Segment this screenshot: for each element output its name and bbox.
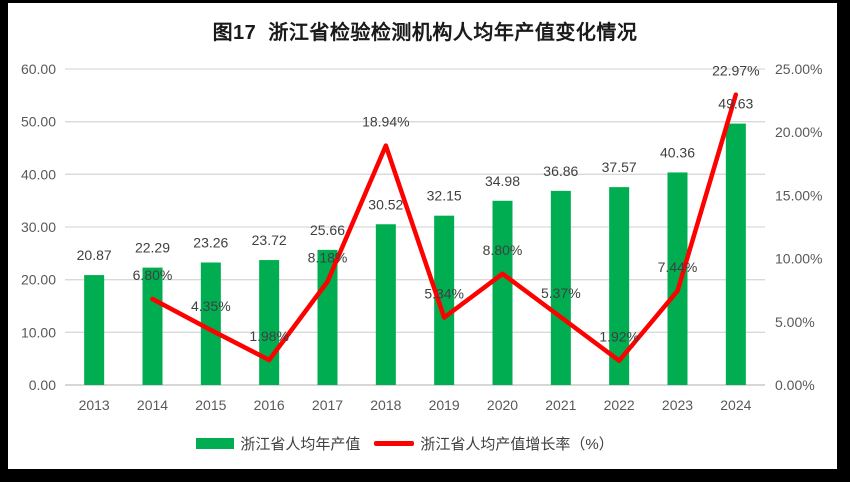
bar-2020 xyxy=(492,200,513,385)
right-axis-tick-label: 10.00% xyxy=(775,251,822,267)
bar-value-label: 22.29 xyxy=(135,240,170,256)
right-axis-tick-label: 15.00% xyxy=(775,187,822,203)
bar-value-label: 34.98 xyxy=(485,173,520,189)
x-axis-tick-label: 2016 xyxy=(254,397,285,413)
bar-value-label: 37.57 xyxy=(602,159,637,175)
right-axis-tick-label: 25.00% xyxy=(775,61,822,77)
right-axis-tick-label: 5.00% xyxy=(775,314,815,330)
bar-2014 xyxy=(142,267,163,385)
line-value-label: 5.34% xyxy=(424,286,464,302)
left-axis-tick-label: 10.00 xyxy=(21,324,56,340)
bar-2023 xyxy=(667,172,688,385)
bar-value-label: 36.86 xyxy=(543,163,578,179)
line-value-label: 6.80% xyxy=(133,267,173,283)
bar-2019 xyxy=(434,215,455,385)
bar-value-label: 49.63 xyxy=(718,96,753,112)
legend-line-swatch xyxy=(374,441,415,446)
left-axis-tick-label: 0.00 xyxy=(29,377,56,393)
line-value-label: 7.44% xyxy=(658,259,698,275)
x-axis-tick-label: 2023 xyxy=(662,397,693,413)
bar-value-label: 23.26 xyxy=(193,234,228,250)
legend-line-label: 浙江省人均产值增长率（%） xyxy=(420,436,614,453)
legend-bar-label: 浙江省人均年产值 xyxy=(240,436,361,453)
legend: 浙江省人均年产值 浙江省人均产值增长率（%） xyxy=(0,433,830,454)
growth-line xyxy=(150,92,739,363)
bar-value-label: 30.52 xyxy=(368,196,403,212)
x-axis-tick-label: 2021 xyxy=(545,397,576,413)
line-value-label: 1.92% xyxy=(599,329,639,345)
bar-2024 xyxy=(725,123,746,386)
left-axis-tick-label: 40.00 xyxy=(21,166,56,182)
x-axis-tick-label: 2024 xyxy=(720,397,751,413)
x-axis-tick-label: 2017 xyxy=(312,397,343,413)
chart-background xyxy=(8,3,837,469)
bar-2016 xyxy=(259,260,280,385)
x-axis-tick-label: 2015 xyxy=(195,397,226,413)
line-value-label: 18.94% xyxy=(362,114,409,130)
bar-2015 xyxy=(200,262,221,385)
left-axis-tick-label: 50.00 xyxy=(21,114,56,130)
line-value-label: 5.37% xyxy=(541,285,581,301)
left-axis-tick-label: 20.00 xyxy=(21,272,56,288)
line-value-label: 1.98% xyxy=(249,328,289,344)
left-axis-tick-label: 30.00 xyxy=(21,219,56,235)
line-value-label: 4.35% xyxy=(191,298,231,314)
line-value-label: 8.80% xyxy=(483,242,523,258)
legend-bar-swatch xyxy=(196,438,235,449)
chart-title: 图17 浙江省检验检测机构人均年产值变化情况 xyxy=(212,22,638,44)
bar-value-label: 25.66 xyxy=(310,222,345,238)
right-axis-tick-label: 0.00% xyxy=(775,377,815,393)
line-value-label: 8.18% xyxy=(308,250,348,266)
bar-2018 xyxy=(375,224,396,385)
bar-2017 xyxy=(317,249,338,385)
bar-2021 xyxy=(550,190,571,385)
bar-2022 xyxy=(609,187,630,385)
x-axis-tick-label: 2013 xyxy=(79,397,110,413)
line-value-label: 22.97% xyxy=(712,63,759,79)
bar-value-label: 40.36 xyxy=(660,144,695,160)
left-axis-tick-label: 60.00 xyxy=(21,61,56,77)
x-axis-tick-label: 2014 xyxy=(137,397,168,413)
x-axis-tick-label: 2020 xyxy=(487,397,518,413)
bar-value-label: 32.15 xyxy=(427,188,462,204)
x-axis-tick-label: 2018 xyxy=(370,397,401,413)
bar-value-label: 20.87 xyxy=(77,247,112,263)
x-axis-tick-label: 2019 xyxy=(429,397,460,413)
bar-2013 xyxy=(84,275,105,385)
x-axis-tick-label: 2022 xyxy=(604,397,635,413)
bar-value-label: 23.72 xyxy=(252,232,287,248)
right-axis-tick-label: 20.00% xyxy=(775,124,822,140)
